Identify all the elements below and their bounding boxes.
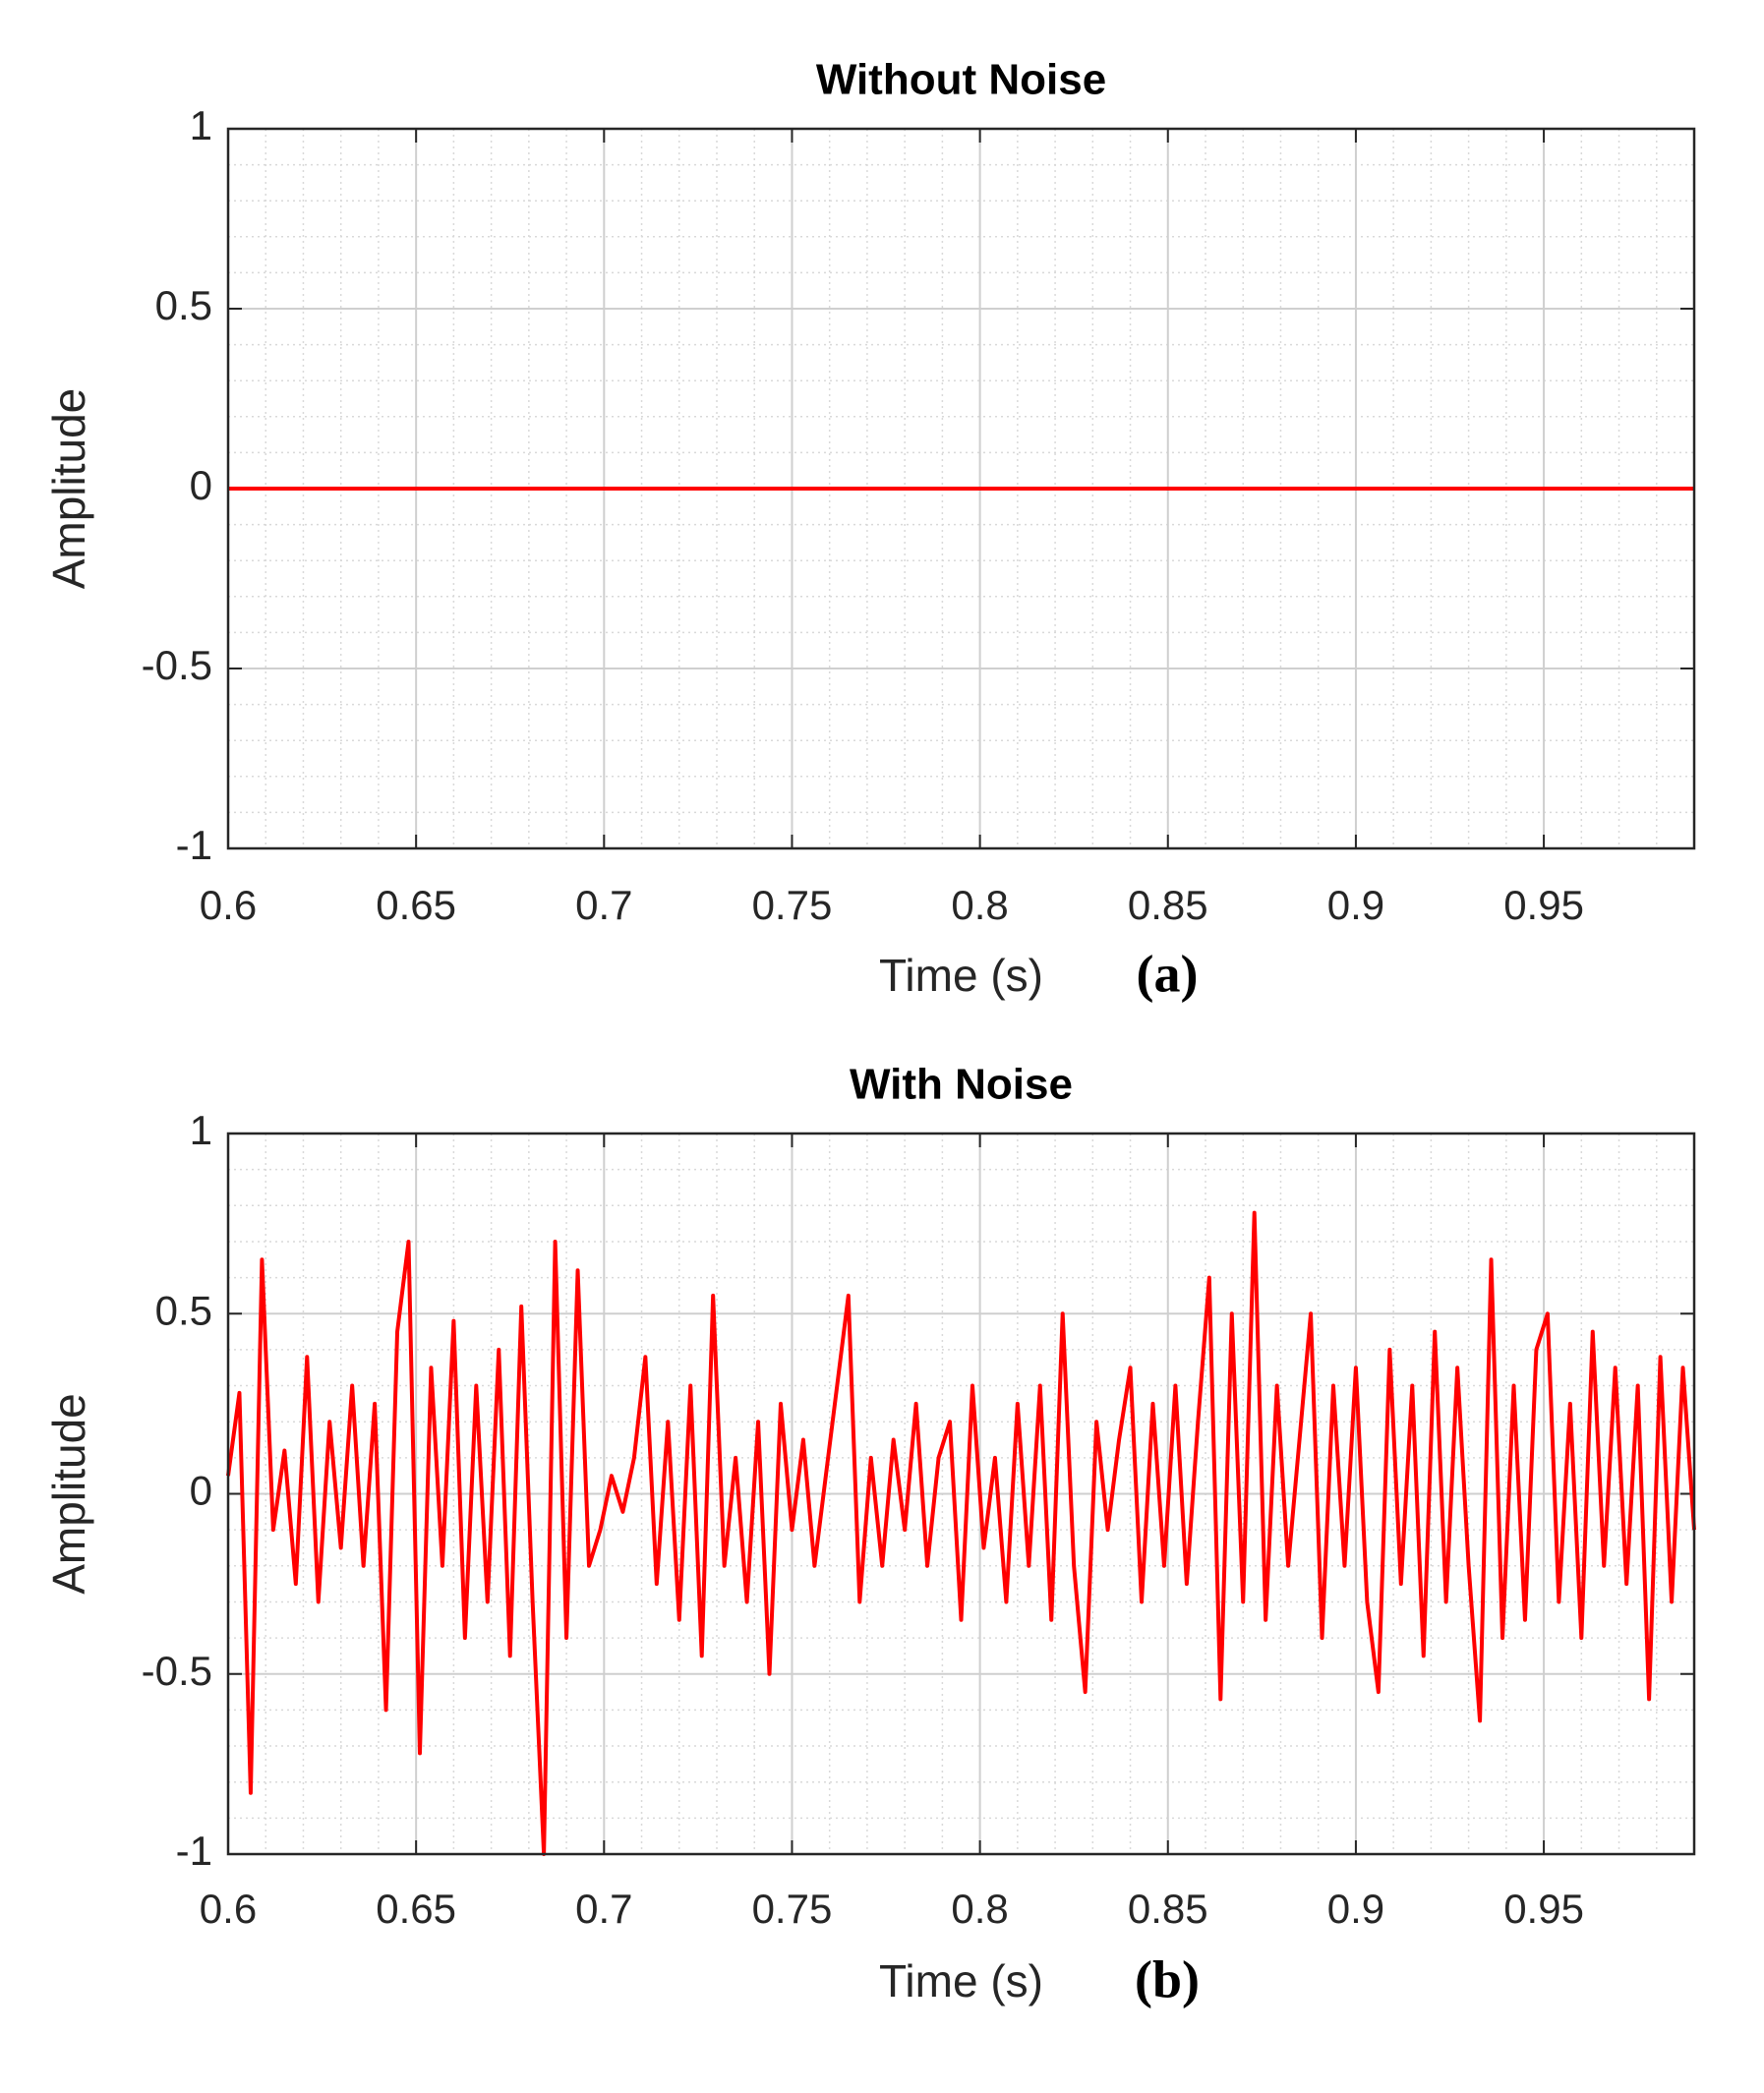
panel-label: (b) [1135, 1949, 1200, 2008]
x-tick-label: 0.9 [1327, 1886, 1384, 1932]
panel-label: (a) [1137, 944, 1199, 1003]
x-tick-label: 0.7 [575, 882, 632, 928]
y-tick-label: 0.5 [155, 282, 212, 328]
axes-box [226, 127, 1696, 850]
x-tick-label: 0.6 [200, 1886, 257, 1932]
signal-line [226, 1210, 1696, 1856]
chart-title: Without Noise [816, 56, 1106, 104]
y-axis-label: Amplitude [43, 1393, 94, 1595]
gridlines [227, 1133, 1695, 1855]
x-tick-label: 0.85 [1128, 882, 1208, 928]
x-tick-label: 0.7 [575, 1886, 632, 1932]
x-tick-label: 0.6 [200, 882, 257, 928]
x-tick-label: 0.8 [951, 882, 1008, 928]
y-tick-label: 0.5 [155, 1287, 212, 1333]
x-axis-label: Time (s) [879, 1955, 1043, 2006]
axes-box [226, 1132, 1696, 1856]
y-tick-label: -1 [176, 822, 212, 868]
x-tick-label: 0.65 [376, 882, 456, 928]
x-tick-label: 0.75 [752, 882, 833, 928]
x-tick-label: 0.8 [951, 1886, 1008, 1932]
y-tick-label: 0 [190, 462, 212, 508]
y-tick-label: -1 [176, 1828, 212, 1874]
y-tick-label: 1 [190, 1107, 212, 1153]
x-tick-label: 0.95 [1503, 882, 1584, 928]
y-tick-label: -0.5 [142, 642, 212, 688]
x-tick-label: 0.95 [1503, 1886, 1584, 1932]
y-tick-label: 0 [190, 1468, 212, 1514]
x-axis-label: Time (s) [879, 950, 1043, 1001]
x-tick-label: 0.65 [376, 1886, 456, 1932]
chart-title: With Noise [850, 1061, 1073, 1109]
y-tick-label: -0.5 [142, 1648, 212, 1694]
y-axis-label: Amplitude [43, 388, 94, 590]
y-tick-label: 1 [190, 102, 212, 148]
x-tick-label: 0.85 [1128, 1886, 1208, 1932]
x-tick-label: 0.9 [1327, 882, 1384, 928]
x-tick-label: 0.75 [752, 1886, 833, 1932]
